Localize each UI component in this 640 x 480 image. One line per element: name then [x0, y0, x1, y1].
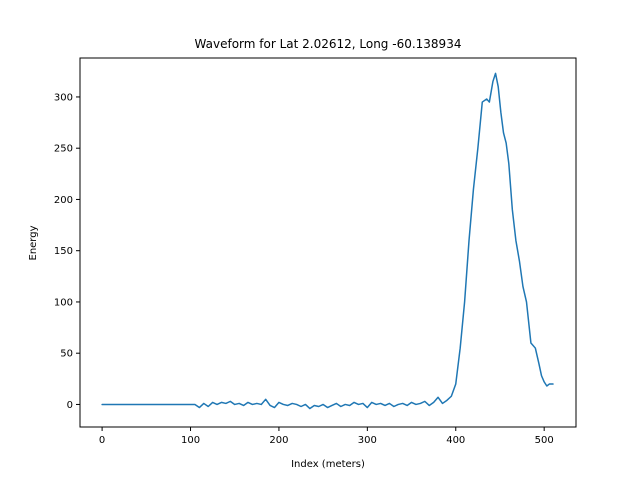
x-axis-label: Index (meters) — [291, 459, 365, 470]
plot-frame — [79, 57, 577, 428]
y-tick-label: 200 — [54, 195, 73, 206]
y-tick-label: 50 — [60, 349, 73, 360]
x-tick-label: 500 — [535, 435, 554, 446]
x-tick-label: 100 — [181, 435, 200, 446]
y-tick-label: 100 — [54, 297, 73, 308]
y-tick-label: 250 — [54, 144, 73, 155]
y-axis-label: Energy — [28, 225, 39, 260]
y-tick-label: 150 — [54, 246, 73, 257]
series-layer — [101, 72, 554, 410]
x-tick-label: 400 — [446, 435, 465, 446]
y-tick-label: 300 — [54, 92, 73, 103]
x-tick-label: 200 — [269, 435, 288, 446]
axis-ticks: 0 100 200 300 400 500 0 50 100 150 200 250 300 — [54, 92, 554, 446]
waveform-line — [101, 72, 554, 410]
y-tick-label: 0 — [67, 400, 73, 411]
x-tick-label: 0 — [99, 435, 105, 446]
chart-title: Waveform for Lat 2.02612, Long -60.13893… — [195, 37, 462, 51]
x-tick-label: 300 — [358, 435, 377, 446]
